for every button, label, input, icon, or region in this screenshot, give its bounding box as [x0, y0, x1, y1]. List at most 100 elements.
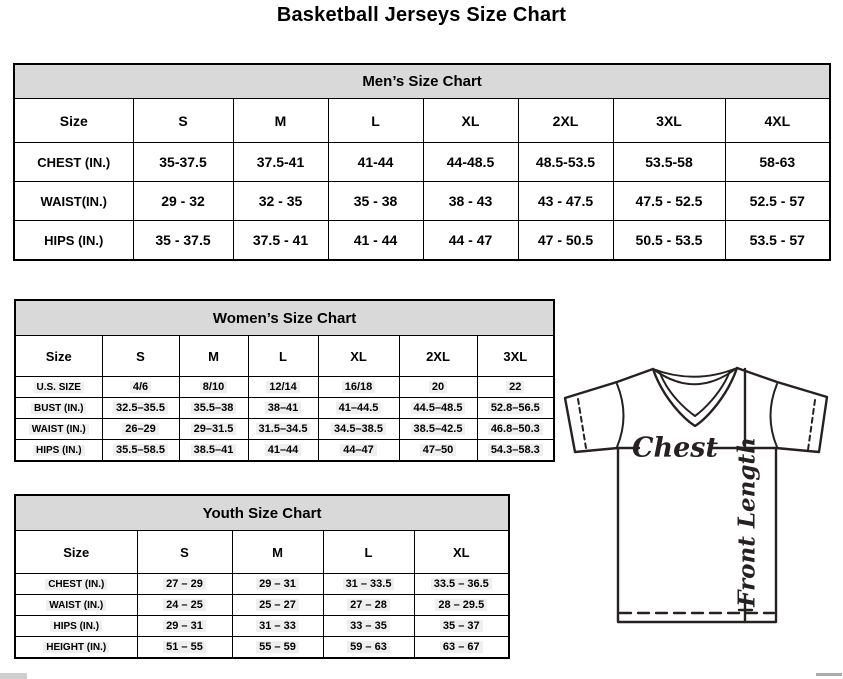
cell-text: 29 – 31 — [163, 620, 206, 632]
size-value-cell: 31.5–34.5 — [247, 418, 319, 440]
row-label: CHEST (IN.) — [14, 573, 138, 595]
size-value-cell: 54.3–58.3 — [476, 439, 555, 462]
size-value-cell: 8/10 — [178, 376, 249, 398]
youth-size-table: Youth Size Chart Size S M L XL CHEST (IN.) 27 –… — [14, 494, 511, 659]
size-value-cell: 32.5–35.5 — [101, 397, 180, 419]
size-value-cell: 33.5 – 36.5 — [413, 573, 510, 595]
size-value-cell: 58-63 — [724, 142, 831, 182]
column-header: 4XL — [724, 98, 831, 143]
cell-text: 33.5 – 36.5 — [430, 578, 492, 590]
horizontal-scrollbar-thumb[interactable] — [0, 673, 27, 679]
page-title: Basketball Jerseys Size Chart — [276, 4, 567, 26]
row-label: HEIGHT (IN.) — [14, 636, 138, 659]
cell-text: 54.3–58.3 — [487, 444, 543, 456]
cell-text: 33 – 35 — [347, 620, 390, 632]
right-cuff-dashed-line — [807, 399, 816, 451]
collar-v-outer — [651, 366, 739, 428]
cell-text: 29 – 31 — [256, 578, 299, 590]
cell-text: HIPS (IN.) — [50, 620, 103, 632]
column-header: L — [327, 98, 424, 143]
cell-text: 59 – 63 — [347, 641, 390, 653]
size-value-cell: 48.5-53.5 — [517, 142, 614, 182]
cell-text: U.S. SIZE — [33, 381, 84, 393]
cell-text: 41–44.5 — [335, 402, 382, 414]
cell-text: 29–31.5 — [190, 423, 237, 435]
cell-text: 35 – 37 — [439, 620, 483, 632]
size-value-cell: 46.8–50.3 — [476, 418, 555, 440]
cell-text: 38–41 — [264, 402, 302, 414]
column-header: 3XL — [476, 335, 555, 377]
cell-text: 31 – 33.5 — [342, 578, 395, 590]
size-value-cell: 50.5 - 53.5 — [612, 220, 726, 261]
column-header: M — [232, 98, 329, 143]
size-value-cell: 35.5–38 — [178, 397, 249, 419]
column-header: Size — [14, 335, 103, 377]
cell-text: 52.8–56.5 — [487, 402, 543, 414]
size-value-cell: 34.5–38.5 — [317, 418, 400, 440]
size-value-cell: 41–44 — [247, 439, 319, 462]
size-value-cell: 37.5-41 — [232, 142, 329, 182]
table-section-title: Youth Size Chart — [14, 494, 510, 531]
cell-text: BUST (IN.) — [31, 402, 87, 414]
column-header: Size — [14, 530, 138, 574]
size-value-cell: 41 - 44 — [327, 220, 424, 261]
column-header: M — [178, 335, 249, 377]
row-label: HIPS (IN.) — [14, 615, 138, 637]
cell-text: 47–50 — [419, 444, 457, 456]
size-value-cell: 27 – 29 — [136, 573, 233, 595]
cell-text: 38.5–42.5 — [410, 423, 466, 435]
left-armhole-seam — [616, 383, 625, 448]
cell-text: 44.5–48.5 — [410, 402, 466, 414]
collar-back-arc-inner — [655, 369, 735, 386]
size-value-cell: 16/18 — [317, 376, 400, 398]
cell-text: 41–44 — [264, 444, 302, 456]
column-header: S — [101, 335, 180, 377]
size-value-cell: 35 - 38 — [327, 181, 424, 221]
size-value-cell: 35 - 37.5 — [132, 220, 234, 261]
size-value-cell: 28 – 29.5 — [413, 594, 510, 616]
size-value-cell: 26–29 — [101, 418, 180, 440]
size-value-cell: 35 – 37 — [413, 615, 510, 637]
size-value-cell: 29–31.5 — [178, 418, 249, 440]
horizontal-scrollbar-fragment[interactable] — [816, 673, 842, 676]
size-value-cell: 59 – 63 — [322, 636, 415, 659]
row-label: HIPS (IN.) — [13, 220, 134, 261]
cell-text: CHEST (IN.) — [45, 578, 108, 590]
size-value-cell: 29 – 31 — [231, 573, 324, 595]
cell-text: 27 – 28 — [347, 599, 390, 611]
jersey-outline — [563, 366, 829, 624]
column-header: S — [132, 98, 234, 143]
size-value-cell: 29 – 31 — [136, 615, 233, 637]
table-row: WAIST (IN.) 26–29 29–31.5 31.5–34.5 34.5–38.… — [14, 418, 555, 440]
cell-text: 12/14 — [266, 381, 300, 393]
row-label: HIPS (IN.) — [14, 439, 103, 462]
size-value-cell: 4/6 — [101, 376, 180, 398]
table-row: WAIST (IN.) 24 – 25 25 – 27 27 – 28 28 – 29.… — [14, 594, 510, 616]
row-label: BUST (IN.) — [14, 397, 103, 419]
table-row: WAIST(IN.) 29 - 32 32 - 35 35 - 38 38 - 43 43… — [13, 181, 831, 221]
womens-size-table: Women’s Size Chart Size S M L XL 2XL 3XL U.S. SI… — [14, 299, 556, 462]
size-value-cell: 37.5 - 41 — [232, 220, 329, 261]
chest-label: Chest — [632, 433, 718, 464]
cell-text: 32.5–35.5 — [113, 402, 168, 414]
size-value-cell: 51 – 55 — [136, 636, 233, 659]
cell-text: WAIST (IN.) — [28, 423, 89, 435]
collar-back-arc — [652, 367, 738, 378]
size-value-cell: 47 - 50.5 — [517, 220, 614, 261]
cell-text: HIPS (IN.) — [32, 444, 85, 456]
table-row: HIPS (IN.) 29 – 31 31 – 33 33 – 35 35 – 37 — [14, 615, 510, 637]
size-value-cell: 53.5-58 — [612, 142, 726, 182]
column-header: 2XL — [398, 335, 478, 377]
cell-text: 22 — [506, 381, 525, 393]
size-value-cell: 63 – 67 — [413, 636, 510, 659]
size-value-cell: 32 - 35 — [232, 181, 329, 221]
size-value-cell: 41–44.5 — [317, 397, 400, 419]
right-armhole-seam — [769, 383, 778, 448]
size-value-cell: 38 - 43 — [422, 181, 519, 221]
size-value-cell: 41-44 — [327, 142, 424, 182]
table-section-title: Men’s Size Chart — [13, 63, 831, 99]
cell-text: 63 – 67 — [439, 641, 483, 653]
column-header: L — [247, 335, 319, 377]
cell-text: 8/10 — [199, 381, 228, 393]
size-value-cell: 47–50 — [398, 439, 478, 462]
